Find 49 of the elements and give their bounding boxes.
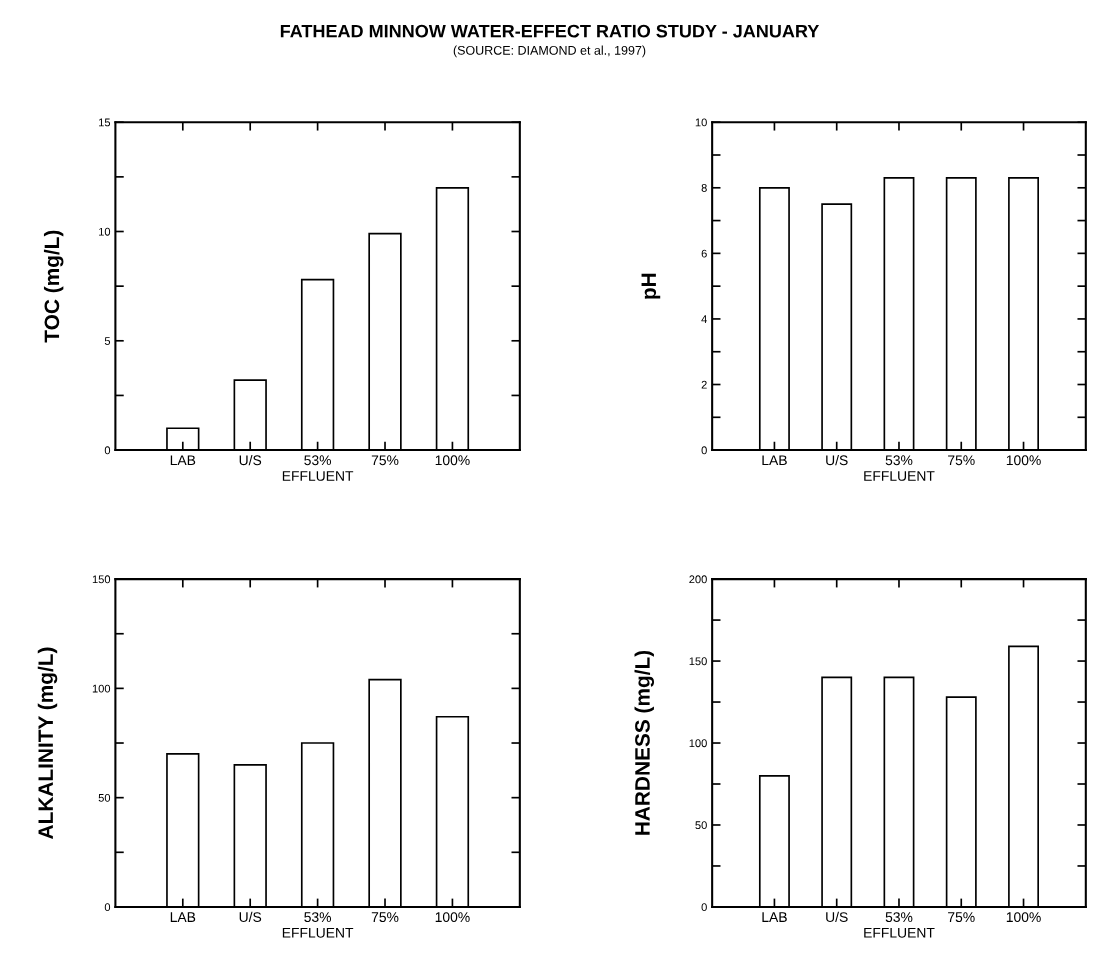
y-tick-label: 4 bbox=[701, 315, 707, 323]
x-tick-label: LAB bbox=[762, 455, 787, 466]
x-tick-label: 75% bbox=[948, 455, 975, 466]
x-axis-title: EFFLUENT bbox=[864, 471, 935, 481]
x-tick-label: U/S bbox=[826, 911, 848, 923]
chart-title: FATHEAD MINNOW WATER-EFFECT RATIO STUDY - JANUARY bbox=[280, 24, 820, 38]
y-tick-label: 50 bbox=[695, 821, 707, 830]
y-tick-label: 5 bbox=[104, 337, 111, 345]
y-axis-title: ALKALINITY (mg/L) bbox=[37, 647, 58, 839]
text: (SOURCE: DIAMOND et al., 1997) bbox=[453, 45, 646, 58]
y-axis-title: HARDNESS (mg/L) bbox=[634, 650, 655, 835]
x-tick-label: 100% bbox=[435, 455, 470, 466]
y-tick-label: 10 bbox=[695, 118, 707, 127]
x-tick-label: U/S bbox=[239, 911, 262, 923]
y-tick-label: 150 bbox=[689, 657, 707, 666]
y-tick-label: 8 bbox=[701, 184, 707, 192]
x-axis-title: EFFLUENT bbox=[282, 471, 354, 481]
x-tick-label: 53% bbox=[885, 912, 913, 923]
y-tick-label: 2 bbox=[701, 380, 707, 389]
y-tick-label: 100 bbox=[92, 684, 111, 693]
y-tick-label: 50 bbox=[98, 793, 111, 802]
x-tick-label: LAB bbox=[170, 912, 196, 922]
x-axis-title: EFFLUENT bbox=[282, 928, 354, 938]
y-tick-label: 100 bbox=[689, 739, 707, 748]
x-tick-label: LAB bbox=[170, 455, 196, 466]
x-tick-label: 75% bbox=[371, 455, 399, 466]
x-tick-label: 100% bbox=[1006, 912, 1041, 923]
y-tick-label: 0 bbox=[701, 903, 707, 912]
y-tick-label: 10 bbox=[99, 227, 111, 236]
x-axis-title: EFFLUENT bbox=[864, 928, 935, 938]
x-tick-label: U/S bbox=[239, 454, 262, 466]
x-tick-label: U/S bbox=[826, 454, 848, 466]
x-tick-label: 53% bbox=[304, 455, 332, 466]
y-tick-label: 150 bbox=[92, 575, 111, 584]
y-tick-label: 15 bbox=[99, 118, 111, 127]
x-tick-label: LAB bbox=[762, 912, 787, 922]
y-axis-title: pH bbox=[641, 273, 661, 299]
x-tick-label: 100% bbox=[435, 912, 470, 923]
y-tick-label: 0 bbox=[104, 903, 111, 912]
x-tick-label: 100% bbox=[1006, 455, 1041, 466]
y-tick-label: 0 bbox=[701, 446, 707, 455]
x-tick-label: 53% bbox=[885, 455, 913, 466]
x-tick-label: 75% bbox=[948, 912, 975, 923]
y-tick-label: 6 bbox=[701, 249, 707, 258]
x-tick-label: 75% bbox=[371, 912, 399, 923]
y-axis-title: TOC (mg/L) bbox=[43, 230, 64, 343]
x-tick-label: 53% bbox=[304, 912, 332, 923]
y-tick-label: 200 bbox=[689, 575, 707, 584]
y-tick-label: 0 bbox=[104, 446, 111, 455]
